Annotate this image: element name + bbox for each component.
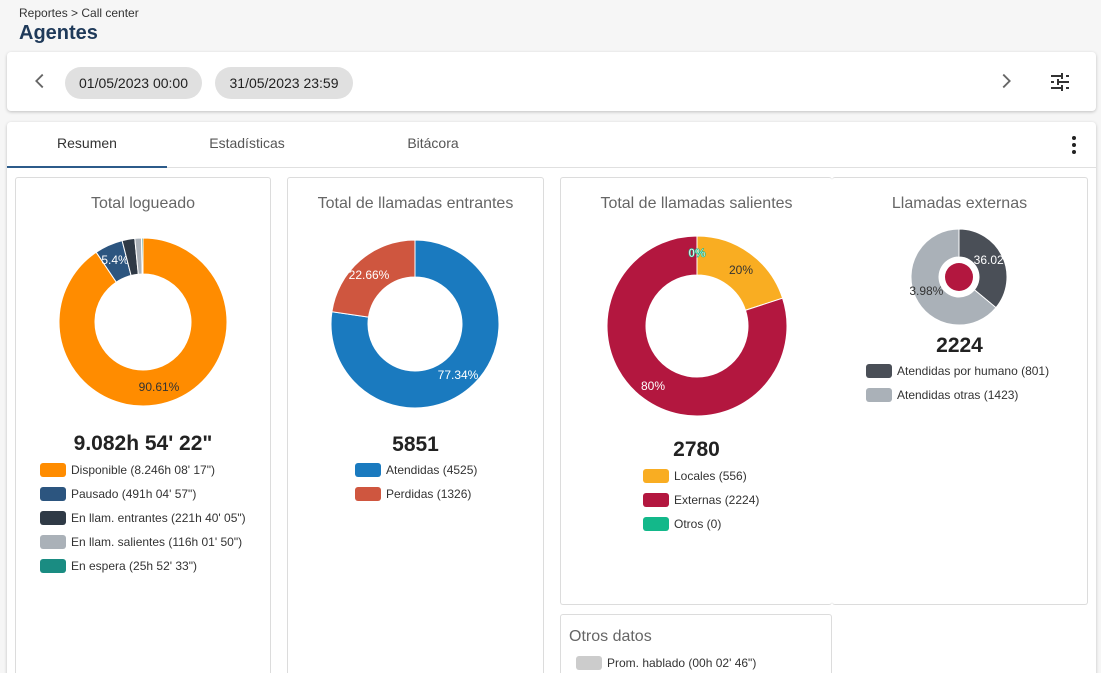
donut-slice [59,238,227,406]
legend-swatch [355,487,381,501]
slice-percent-label: 90.61% [139,380,180,394]
start-date-chip[interactable]: 01/05/2023 00:00 [65,67,202,99]
page-title: Agentes [19,22,98,44]
chevron-right-icon[interactable] [995,70,1017,92]
panel-title: Otros datos [569,628,652,645]
slice-percent-label: 22.66% [349,268,390,282]
panel-llamadas-salientes: Total de llamadas salientes 20% 80% 0% 278… [560,177,832,605]
legend-swatch [576,656,602,670]
legend: Locales (556) Externas (2224) Otros (0) [643,464,759,536]
slice-percent-label: 36.02% [974,253,1008,267]
slice-percent-label: 5.4% [101,253,129,267]
legend-swatch [40,535,66,549]
legend-item[interactable]: Atendidas otras (1423) [866,383,1049,407]
legend-item[interactable]: Locales (556) [643,464,759,488]
panel-total-logueado: Total logueado 90.61% 5.4% 9.082h 54' 22"… [15,177,271,673]
donut-slice [958,228,1008,309]
legend-label: Atendidas otras (1423) [897,388,1019,402]
breadcrumb: Reportes > Call center [19,6,139,20]
donut-chart-externas: 36.02% 63.98% [910,228,1008,326]
legend-item[interactable]: Atendidas por humano (801) [866,359,1049,383]
total-value: 2224 [936,334,983,357]
slice-percent-label: 63.98% [910,284,944,298]
legend-item[interactable]: Atendidas (4525) [355,458,477,482]
legend-item[interactable]: Prom. hablado (00h 02' 46") [576,651,756,673]
legend-item[interactable]: En espera (25h 52' 33") [40,554,246,578]
legend-label: En espera (25h 52' 33") [71,559,197,573]
total-value: 2780 [673,438,720,461]
legend-label: Externas (2224) [674,493,760,507]
panel-title: Total logueado [90,195,196,212]
legend-label: Prom. hablado (00h 02' 46") [607,656,757,670]
legend-swatch [40,463,66,477]
panel-title: Llamadas externas [891,195,1028,212]
slice-percent-label: 0% [688,246,706,260]
legend-item[interactable]: Externas (2224) [643,488,759,512]
legend-swatch [643,469,669,483]
legend-swatch [643,493,669,507]
donut-chart-logueado: 90.61% 5.4% [59,238,227,406]
legend-label: Otros (0) [674,517,722,531]
legend-label: Atendidas (4525) [386,463,478,477]
legend: Disponible (8.246h 08' 17") Pausado (491h… [40,458,246,578]
legend-item[interactable]: Otros (0) [643,512,759,536]
legend: Prom. hablado (00h 02' 46") [576,651,756,673]
legend-swatch [40,487,66,501]
donut-chart-salientes: 20% 80% 0% [606,235,788,417]
legend-swatch [866,364,892,378]
date-range-bar: 01/05/2023 00:00 31/05/2023 23:59 [7,52,1096,111]
donut-slice [910,228,997,326]
legend-swatch [866,388,892,402]
donut-slice [331,240,416,318]
panel-title: Total de llamadas salientes [600,195,793,212]
more-vert-icon[interactable] [1064,133,1084,157]
panel-title: Total de llamadas entrantes [317,195,514,212]
donut-center [945,263,973,291]
tab-bar: Resumen Estadísticas Bitácora [7,122,1096,168]
legend-label: Locales (556) [674,469,747,483]
legend-label: En llam. salientes (116h 01' 50") [71,535,243,549]
legend-swatch [40,511,66,525]
tune-icon[interactable] [1048,70,1072,94]
legend: Atendidas (4525) Perdidas (1326) [355,458,477,506]
panel-llamadas-externas: Llamadas externas 36.02% 63.98% 2224 Aten… [832,177,1088,605]
total-value: 5851 [392,433,439,456]
legend-item[interactable]: Pausado (491h 04' 57") [40,482,246,506]
legend-label: En llam. entrantes (221h 40' 05") [71,511,246,525]
panel-llamadas-entrantes: Total de llamadas entrantes 77.34% 22.66%… [287,177,544,673]
legend-label: Perdidas (1326) [386,487,472,501]
legend-item[interactable]: Disponible (8.246h 08' 17") [40,458,246,482]
slice-percent-label: 20% [729,263,753,277]
tab-resumen[interactable]: Resumen [7,122,167,168]
legend-swatch [40,559,66,573]
legend: Atendidas por humano (801) Atendidas otra… [866,359,1049,407]
legend-swatch [643,517,669,531]
legend-label: Disponible (8.246h 08' 17") [71,463,215,477]
slice-percent-label: 77.34% [438,368,479,382]
legend-swatch [355,463,381,477]
donut-slice [141,238,144,275]
panel-otros-datos: Otros datos Prom. hablado (00h 02' 46") [560,614,832,673]
donut-slice [331,240,499,408]
chevron-left-icon[interactable] [29,70,51,92]
tab-estadisticas[interactable]: Estadísticas [209,135,285,151]
tab-bitacora[interactable]: Bitácora [407,135,459,151]
report-card: Resumen Estadísticas Bitácora Total logu… [7,122,1096,673]
slice-percent-label: 80% [641,379,665,393]
donut-chart-entrantes: 77.34% 22.66% [331,240,499,408]
legend-label: Atendidas por humano (801) [897,364,1050,378]
end-date-chip[interactable]: 31/05/2023 23:59 [215,67,353,99]
total-value: 9.082h 54' 22" [73,432,213,455]
legend-item[interactable]: En llam. entrantes (221h 40' 05") [40,506,246,530]
donut-slice [606,235,788,417]
legend-label: Pausado (491h 04' 57") [71,487,197,501]
legend-item[interactable]: Perdidas (1326) [355,482,477,506]
legend-item[interactable]: En llam. salientes (116h 01' 50") [40,530,246,554]
